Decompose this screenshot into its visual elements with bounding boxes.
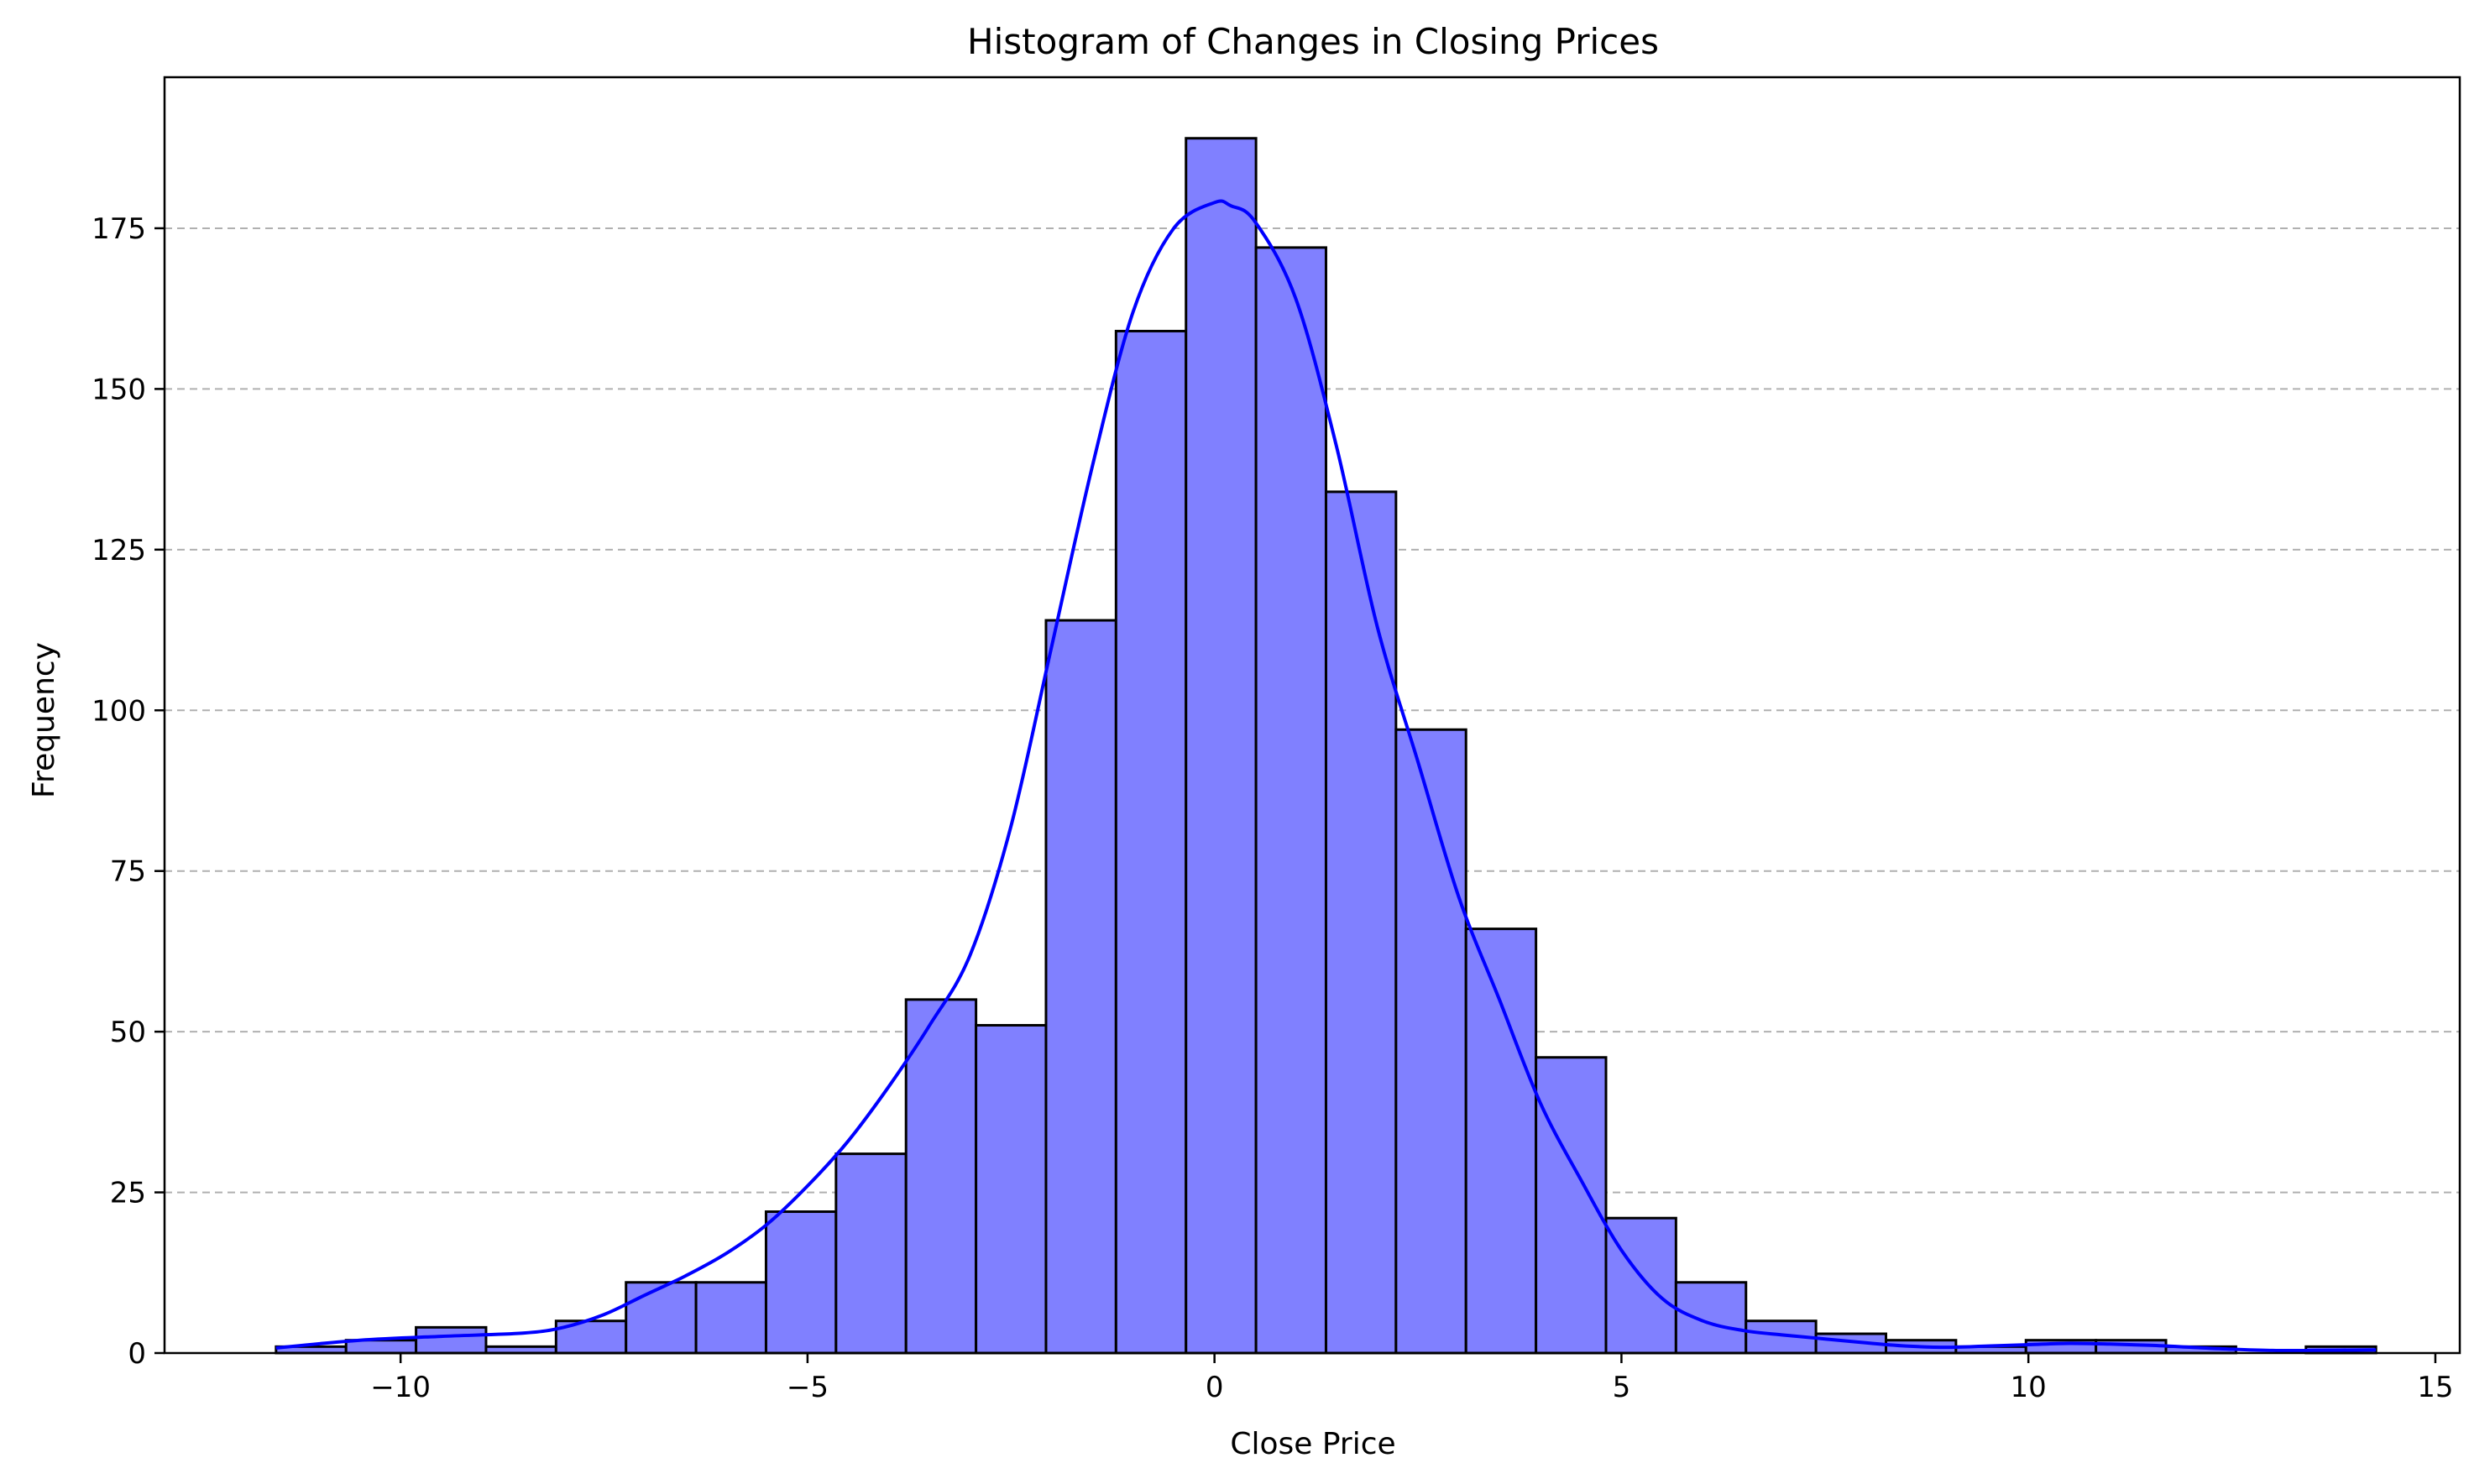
y-tick-label: 100: [92, 694, 146, 728]
histogram-bar: [1674, 1281, 1748, 1355]
histogram-bar: [764, 1210, 838, 1355]
y-tick-label: 175: [92, 212, 146, 246]
histogram-bar: [1464, 928, 1538, 1355]
histogram-bar: [834, 1152, 908, 1355]
histogram-bar: [1044, 619, 1117, 1355]
histogram-bar: [694, 1281, 767, 1355]
histogram-bar: [975, 1023, 1048, 1355]
x-tick-label: 15: [2417, 1371, 2453, 1404]
x-tick-label: 10: [2011, 1371, 2047, 1404]
x-tick-label: 0: [1206, 1371, 1224, 1404]
y-tick-label: 150: [92, 373, 146, 406]
histogram-bar: [1254, 246, 1327, 1355]
histogram-bar: [1604, 1216, 1677, 1355]
kde-curve: [275, 199, 2377, 1353]
y-tick-label: 25: [110, 1177, 146, 1210]
x-tick-label: 5: [1613, 1371, 1631, 1404]
histogram-bar: [625, 1281, 698, 1355]
x-tick-label: −10: [370, 1371, 431, 1404]
chart-title: Histogram of Changes in Closing Prices: [967, 21, 1659, 62]
histogram-bar: [1324, 490, 1398, 1355]
histogram-bar: [415, 1325, 488, 1355]
y-tick-label: 125: [92, 534, 146, 567]
y-tick-label: 75: [110, 855, 146, 889]
plot-area-frame: [163, 76, 2461, 1355]
y-axis-label: Frequency: [27, 642, 61, 798]
x-axis-label: Close Price: [1230, 1427, 1395, 1461]
kde-curve-group: [275, 199, 2377, 1353]
histogram-bar: [1114, 329, 1188, 1355]
histogram-bar: [1185, 137, 1258, 1355]
x-tick-label: −5: [787, 1371, 829, 1404]
histogram-bar: [1394, 728, 1467, 1355]
y-axis-ticks: 0 25 50 75 100 125 150 175: [92, 212, 165, 1371]
y-tick-label: 0: [128, 1337, 146, 1371]
y-tick-label: 50: [110, 1016, 146, 1049]
x-axis-ticks: −10 −5 0 5 10 15: [370, 1353, 2454, 1404]
histogram-bar: [904, 998, 978, 1355]
